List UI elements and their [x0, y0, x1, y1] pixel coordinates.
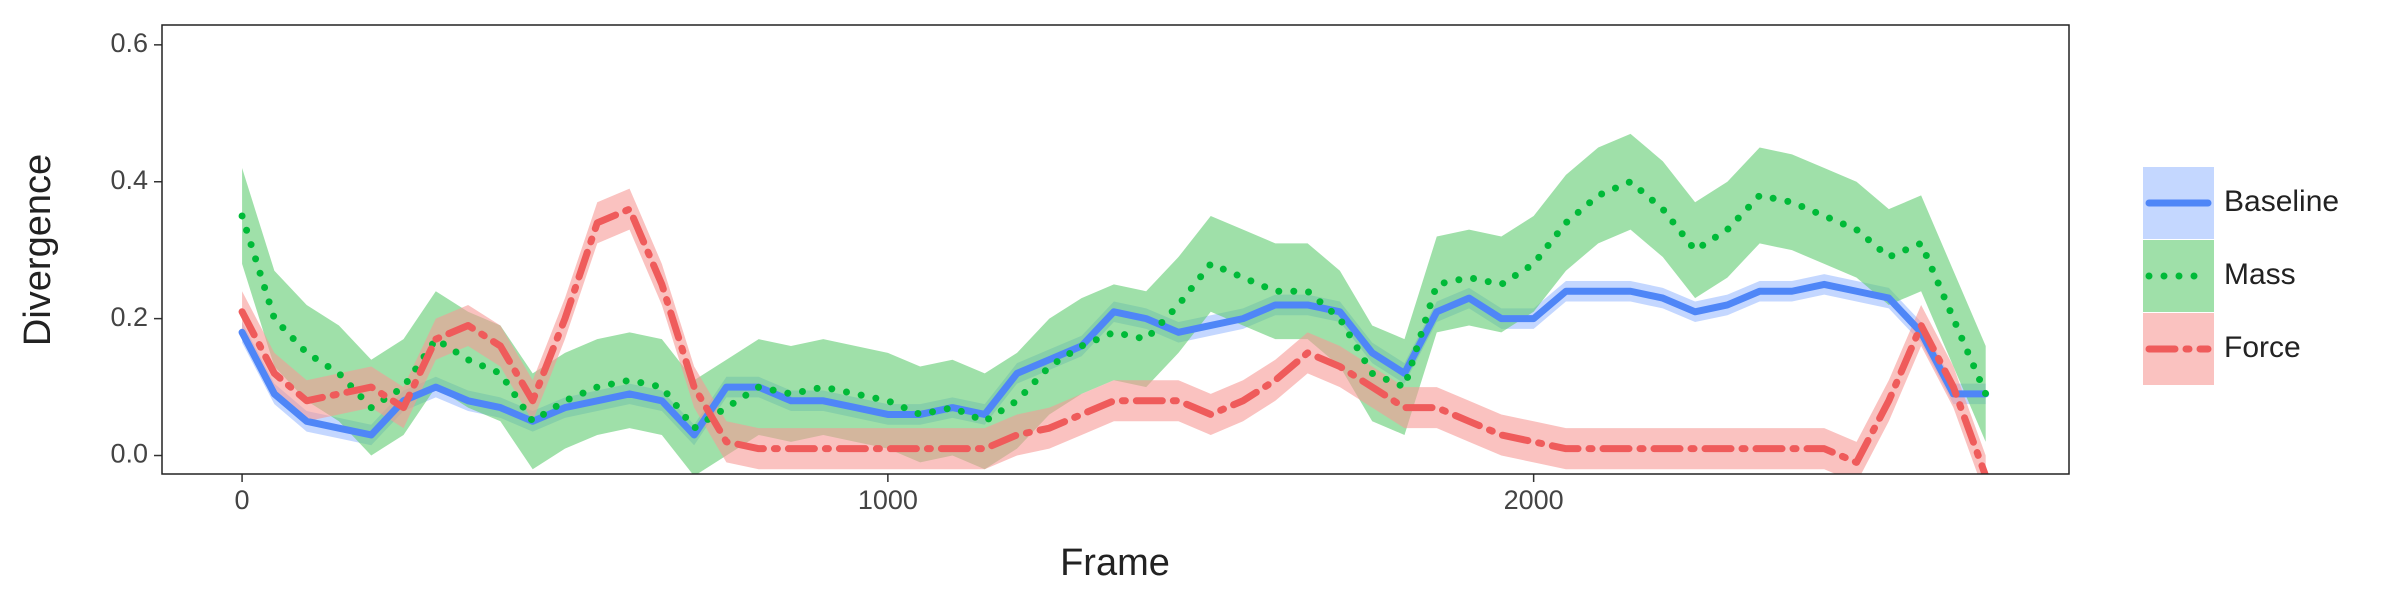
legend-label: Force: [2224, 331, 2301, 364]
legend-label: Baseline: [2224, 185, 2339, 218]
plot-area: [238, 133, 1990, 474]
y-tick-label: 0.4: [110, 165, 148, 195]
legend-label: Mass: [2224, 258, 2296, 291]
x-tick-label: 2000: [1504, 485, 1564, 515]
y-tick-label: 0.6: [110, 28, 148, 58]
x-tick-label: 1000: [858, 485, 918, 515]
confidence-band: [242, 133, 1986, 474]
line: [238, 178, 1990, 432]
y-axis-title: Divergence: [17, 154, 59, 346]
x-tick-label: 0: [235, 485, 250, 515]
panel-border: [161, 24, 2070, 475]
line: [238, 205, 1989, 474]
x-axis-title: Frame: [1060, 542, 1170, 584]
y-tick-label: 0.2: [110, 302, 148, 332]
y-tick-label: 0.0: [110, 439, 148, 469]
